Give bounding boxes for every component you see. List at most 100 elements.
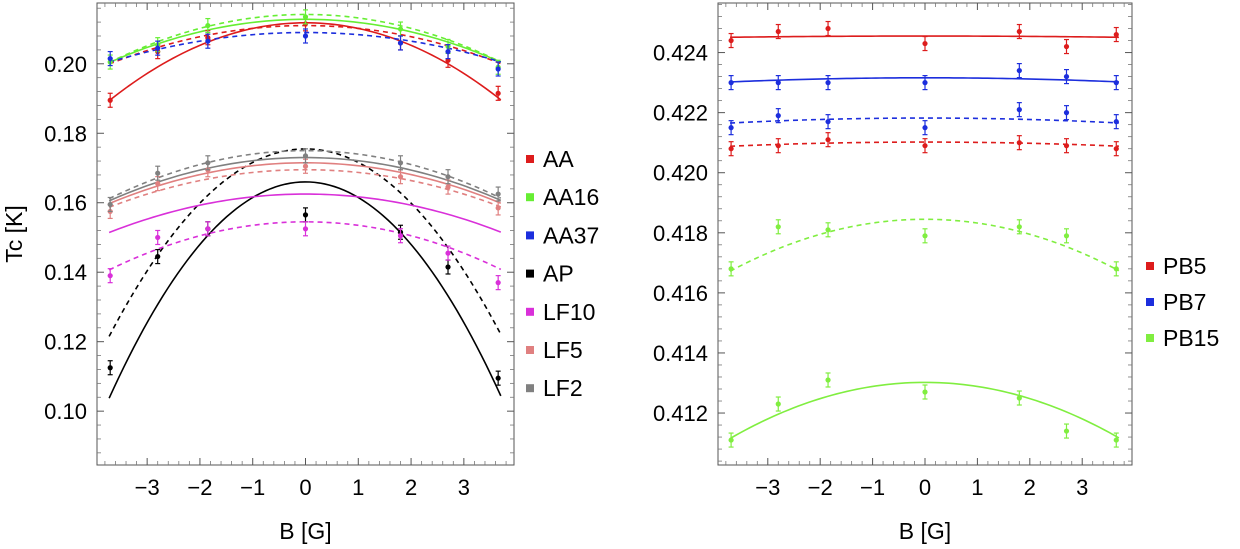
data-point-pb15 [1063, 428, 1070, 434]
data-point-pb7 [1063, 110, 1070, 116]
fit-curve-pb5 [730, 141, 1119, 148]
data-point-pb7 [728, 125, 734, 131]
legend-swatch-aa37 [526, 231, 534, 240]
data-point-pb7 [1113, 119, 1119, 125]
data-point-pb5 [1016, 28, 1022, 35]
data-point-aa [107, 97, 113, 103]
legend-label-aa16: AA16 [543, 184, 599, 210]
x-tick-label: −3 [755, 475, 780, 500]
y-tick-label: 0.12 [44, 330, 87, 355]
data-point-pb7 [1016, 107, 1022, 113]
data-point-lf5 [155, 181, 161, 187]
data-point-lf5 [495, 205, 501, 211]
data-point-lf2 [155, 170, 161, 176]
fit-curve-lf5 [108, 168, 502, 208]
legend-label-aa37: AA37 [543, 222, 599, 248]
data-point-pb5 [1113, 31, 1119, 38]
data-point-pb15 [922, 233, 928, 239]
data-point-pb15 [1113, 437, 1119, 443]
legend-swatch-lf10 [526, 307, 534, 316]
data-point-pb15 [775, 401, 781, 407]
data-point-pb5 [922, 40, 928, 47]
x-tick-label: 1 [352, 475, 364, 500]
data-point-pb7 [775, 80, 781, 86]
data-point-pb5 [775, 143, 781, 149]
data-point-aa [495, 90, 501, 96]
data-point-pb15 [1063, 233, 1070, 239]
y-axis-title: Tc [K] [1, 205, 27, 263]
data-point-pb15 [775, 224, 781, 230]
data-point-aa16 [302, 14, 309, 20]
left-chart-panel: −3 −2 −1 0 1 2 3 0.10 0.12 0.14 0.16 0.18 0.20 B [G] T… [1, 2, 599, 544]
data-point-pb5 [825, 137, 831, 143]
data-point-ap [495, 375, 501, 381]
plot-area [728, 20, 1120, 448]
legend-swatch-lf2 [526, 384, 534, 393]
data-point-pb15 [1016, 395, 1022, 401]
x-axis-title: B [G] [899, 518, 951, 544]
legend-label-lf10: LF10 [543, 299, 595, 325]
data-point-aa37 [302, 33, 309, 39]
plot-area [107, 9, 502, 399]
data-point-lf10 [397, 233, 404, 239]
fit-curve-lf2 [108, 149, 502, 200]
data-point-lf2 [397, 160, 404, 166]
fit-curve-aa16 [108, 13, 502, 64]
x-tick-label: −1 [860, 475, 885, 500]
data-point-lf10 [302, 226, 309, 232]
x-tick-label: 3 [1076, 475, 1088, 500]
data-point-ap [155, 253, 161, 260]
data-point-aa37 [155, 45, 161, 51]
y-tick-label: 0.424 [653, 41, 708, 66]
fit-curve-pb15 [729, 218, 1120, 272]
x-axis: −3 −2 −1 0 1 2 3 [104, 3, 507, 500]
data-point-ap [302, 212, 309, 218]
legend-label-pb15: PB15 [1163, 325, 1219, 351]
data-point-ap [445, 264, 451, 270]
data-point-pb7 [922, 80, 928, 86]
legend: PB5 PB7 PB15 [1146, 253, 1219, 351]
data-point-pb7 [1113, 80, 1119, 86]
y-tick-label: 0.20 [44, 52, 87, 77]
x-tick-label: −3 [135, 475, 160, 500]
y-tick-label: 0.18 [44, 121, 87, 146]
data-point-lf2 [302, 153, 309, 159]
y-tick-label: 0.418 [653, 221, 708, 246]
data-point-aa16 [205, 22, 211, 29]
legend-swatch-pb15 [1146, 334, 1154, 342]
data-point-pb7 [775, 113, 781, 119]
legend-label-ap: AP [543, 261, 574, 287]
data-point-pb15 [1113, 266, 1119, 272]
x-axis: −3 −2 −1 0 1 2 3 [725, 3, 1125, 500]
x-tick-label: 0 [299, 475, 311, 500]
data-point-pb5 [1063, 143, 1070, 149]
data-point-pb15 [728, 266, 734, 272]
legend-label-pb7: PB7 [1163, 289, 1206, 315]
fit-curve-pb7 [730, 117, 1119, 124]
data-point-lf2 [205, 160, 211, 166]
data-point-lf10 [205, 226, 211, 232]
y-tick-label: 0.414 [653, 341, 708, 366]
data-point-pb7 [922, 125, 928, 131]
data-point-aa37 [495, 66, 501, 72]
y-tick-label: 0.422 [653, 101, 708, 126]
data-point-lf2 [445, 174, 451, 180]
y-tick-label: 0.412 [653, 401, 708, 426]
data-point-pb7 [728, 80, 734, 86]
legend-label-lf2: LF2 [543, 375, 583, 401]
data-point-lf5 [397, 174, 404, 180]
data-point-pb5 [922, 143, 928, 149]
y-tick-label: 0.416 [653, 281, 708, 306]
x-tick-label: 3 [458, 475, 470, 500]
x-axis-title: B [G] [279, 518, 331, 544]
x-tick-label: −1 [240, 475, 265, 500]
legend-swatch-aa16 [526, 193, 534, 202]
data-point-aa16 [397, 26, 404, 32]
data-point-pb15 [1016, 224, 1022, 230]
legend-label-lf5: LF5 [543, 337, 583, 363]
x-tick-label: 1 [971, 475, 983, 500]
y-tick-label: 0.14 [44, 260, 87, 285]
data-point-pb15 [825, 227, 831, 233]
data-point-pb7 [1016, 67, 1022, 74]
